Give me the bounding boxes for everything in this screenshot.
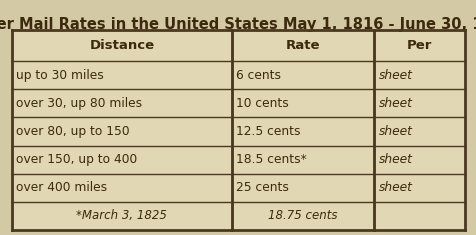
Text: Per: Per [406,39,431,52]
Text: 6 cents: 6 cents [235,69,280,82]
Text: over 150, up to 400: over 150, up to 400 [16,153,137,166]
Text: over 400 miles: over 400 miles [16,181,107,194]
Text: 18.75 cents: 18.75 cents [268,209,337,222]
Text: Distance: Distance [89,39,154,52]
Text: sheet: sheet [377,153,411,166]
Text: sheet: sheet [377,69,411,82]
Text: 12.5 cents: 12.5 cents [235,125,299,138]
Text: over 30, up 80 miles: over 30, up 80 miles [16,97,142,110]
Text: 25 cents: 25 cents [235,181,288,194]
Text: sheet: sheet [377,181,411,194]
Text: over 80, up to 150: over 80, up to 150 [16,125,129,138]
Text: 10 cents: 10 cents [235,97,288,110]
Text: Rate: Rate [285,39,319,52]
Text: sheet: sheet [377,97,411,110]
Text: *March 3, 1825: *March 3, 1825 [76,209,167,222]
Text: sheet: sheet [377,125,411,138]
Bar [12,30,464,230]
Text: 18.5 cents*: 18.5 cents* [235,153,306,166]
Text: Letter Mail Rates in the United States May 1, 1816 - June 30, 1845: Letter Mail Rates in the United States M… [0,17,476,32]
Text: up to 30 miles: up to 30 miles [16,69,104,82]
